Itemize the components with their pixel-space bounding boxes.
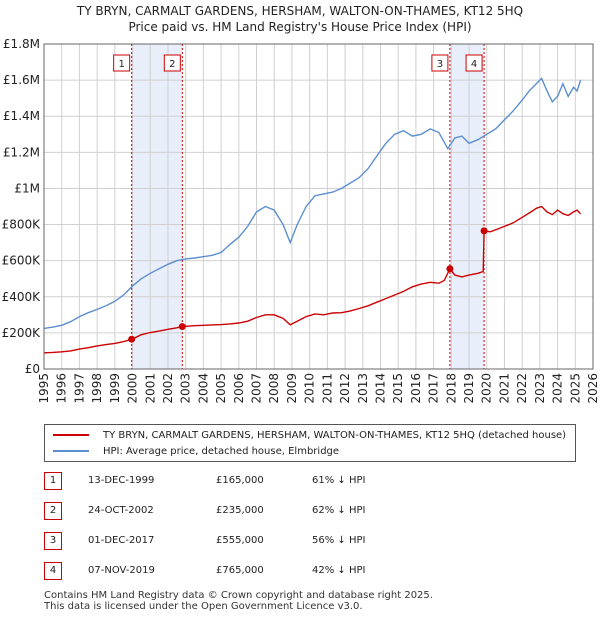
- sale-date: 24-OCT-2002: [88, 505, 154, 516]
- x-tick-label: 2014: [373, 373, 387, 404]
- x-tick-label: 2022: [515, 373, 529, 404]
- sale-marker-label: 2: [169, 59, 175, 70]
- y-tick-label: £800K: [2, 218, 42, 232]
- x-tick-label: 2019: [462, 373, 476, 404]
- x-tick-label: 2020: [480, 373, 494, 404]
- x-tick-label: 2012: [338, 373, 352, 404]
- legend-swatch-property: [53, 434, 89, 436]
- footer-licence: This data is licensed under the Open Gov…: [44, 601, 363, 612]
- y-tick-label: £0: [25, 362, 40, 376]
- sale-price: £765,000: [216, 565, 264, 576]
- x-tick-label: 2011: [320, 373, 334, 404]
- sale-price: £555,000: [216, 535, 264, 546]
- sale-date: 01-DEC-2017: [88, 535, 155, 546]
- x-tick-label: 2026: [586, 373, 600, 404]
- sale-number-badge: 2: [44, 502, 62, 520]
- sale-number-badge: 4: [44, 562, 62, 580]
- x-tick-label: 2010: [303, 373, 317, 404]
- y-tick-label: £1.4M: [3, 109, 40, 123]
- x-tick-label: 2013: [356, 373, 370, 404]
- x-tick-label: 2002: [161, 373, 175, 404]
- sale-hpi-diff: 42% ↓ HPI: [312, 565, 366, 576]
- x-tick-label: 2004: [196, 373, 210, 404]
- shaded-range: [449, 44, 485, 369]
- plot-frame: [43, 43, 594, 370]
- sale-row: 4 07-NOV-2019 £765,000 42% ↓ HPI: [44, 562, 424, 580]
- sale-point: [446, 265, 454, 273]
- sale-hpi-diff: 56% ↓ HPI: [312, 535, 366, 546]
- sale-hpi-diff: 61% ↓ HPI: [312, 475, 366, 486]
- x-tick-label: 2016: [409, 373, 423, 404]
- sale-price: £235,000: [216, 505, 264, 516]
- sale-row: 2 24-OCT-2002 £235,000 62% ↓ HPI: [44, 502, 424, 520]
- x-tick-label: 2000: [126, 373, 140, 404]
- legend-swatch-hpi: [53, 450, 89, 452]
- sale-number-badge: 3: [44, 532, 62, 550]
- sale-date: 07-NOV-2019: [88, 565, 155, 576]
- x-tick-label: 2001: [143, 373, 157, 404]
- legend-label-hpi: HPI: Average price, detached house, Elmb…: [103, 445, 340, 457]
- shaded-range: [131, 44, 183, 369]
- sale-price: £165,000: [216, 475, 264, 486]
- x-tick-label: 1997: [72, 373, 86, 404]
- sale-marker-label: 1: [118, 59, 124, 70]
- x-tick-label: 2006: [232, 373, 246, 404]
- x-tick-label: 2023: [533, 373, 547, 404]
- x-tick-label: 2021: [497, 373, 511, 404]
- sale-row: 1 13-DEC-1999 £165,000 61% ↓ HPI: [44, 472, 424, 490]
- sale-hpi-diff: 62% ↓ HPI: [312, 505, 366, 516]
- price-chart: 1 2 3 4 £0 £200K £400K £600K £800K £1M £1.2M £1.4M £…: [2, 37, 600, 404]
- sale-row: 3 01-DEC-2017 £555,000 56% ↓ HPI: [44, 532, 424, 550]
- sale-point: [128, 335, 136, 343]
- property-series-line: [43, 205, 582, 354]
- y-tick-label: £400K: [2, 290, 42, 304]
- x-tick-label: 1999: [108, 373, 122, 404]
- sale-marker-box: [113, 54, 131, 72]
- x-tick-label: 2007: [250, 373, 264, 404]
- sale-marker-box: [465, 54, 483, 72]
- footer: Contains HM Land Registry data © Crown c…: [44, 590, 433, 612]
- sale-marker-box: [163, 54, 181, 72]
- sale-point: [178, 323, 186, 331]
- x-tick-label: 2024: [551, 373, 565, 404]
- x-tick-label: 2017: [427, 373, 441, 404]
- x-tick-label: 2015: [391, 373, 405, 404]
- legend-label-property: TY BRYN, CARMALT GARDENS, HERSHAM, WALTO…: [103, 429, 567, 441]
- footer-copyright: Contains HM Land Registry data © Crown c…: [44, 590, 433, 601]
- legend-item-property: TY BRYN, CARMALT GARDENS, HERSHAM, WALTO…: [53, 428, 566, 442]
- sale-marker-label: 3: [437, 59, 443, 70]
- plot-area: [44, 44, 593, 369]
- legend-item-hpi: HPI: Average price, detached house, Elmb…: [53, 444, 339, 458]
- sale-date: 13-DEC-1999: [88, 475, 155, 486]
- sale-point: [480, 227, 488, 235]
- y-tick-label: £1.2M: [3, 145, 40, 159]
- legend: TY BRYN, CARMALT GARDENS, HERSHAM, WALTO…: [44, 424, 576, 462]
- x-tick-label: 1995: [37, 373, 51, 404]
- x-tick-label: 1996: [55, 373, 69, 404]
- y-tick-label: £600K: [2, 254, 42, 268]
- x-tick-label: 2018: [444, 373, 458, 404]
- y-tick-label: £1.6M: [3, 73, 40, 87]
- x-tick-label: 2008: [267, 373, 281, 404]
- hpi-series-line: [43, 77, 582, 330]
- y-tick-label: £1.8M: [3, 37, 40, 51]
- chart-subtitle: Price paid vs. HM Land Registry's House …: [128, 20, 472, 34]
- x-tick-label: 2005: [214, 373, 228, 404]
- sale-number-badge: 1: [44, 472, 62, 490]
- y-tick-label: £1M: [14, 181, 40, 195]
- x-tick-label: 2003: [179, 373, 193, 404]
- y-tick-label: £200K: [2, 326, 42, 340]
- chart-title: TY BRYN, CARMALT GARDENS, HERSHAM, WALTO…: [76, 4, 524, 18]
- x-tick-label: 2009: [285, 373, 299, 404]
- x-tick-label: 2025: [568, 373, 582, 404]
- sale-marker-box: [431, 54, 449, 72]
- sale-marker-label: 4: [471, 59, 477, 70]
- x-tick-label: 1998: [90, 373, 104, 404]
